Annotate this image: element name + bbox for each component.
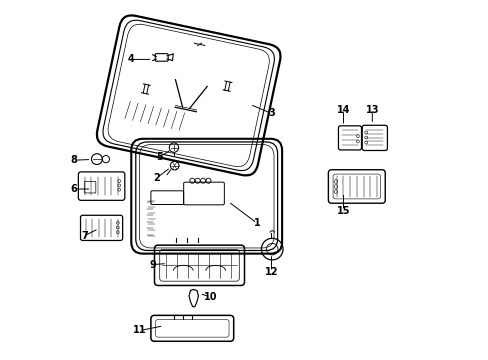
Text: 1: 1 [253,218,260,228]
Text: 12: 12 [264,267,278,277]
Text: 4: 4 [127,54,134,64]
Text: 7: 7 [81,231,87,241]
Text: 6: 6 [70,184,77,194]
Text: 9: 9 [149,260,156,270]
Text: 10: 10 [203,292,217,302]
Text: 5: 5 [156,152,163,162]
Text: 8: 8 [70,155,77,165]
Text: 15: 15 [336,206,349,216]
Text: 11: 11 [133,325,146,336]
Text: 3: 3 [267,108,274,118]
Text: 2: 2 [153,173,160,183]
Text: 14: 14 [336,105,349,115]
Text: 13: 13 [365,105,378,115]
